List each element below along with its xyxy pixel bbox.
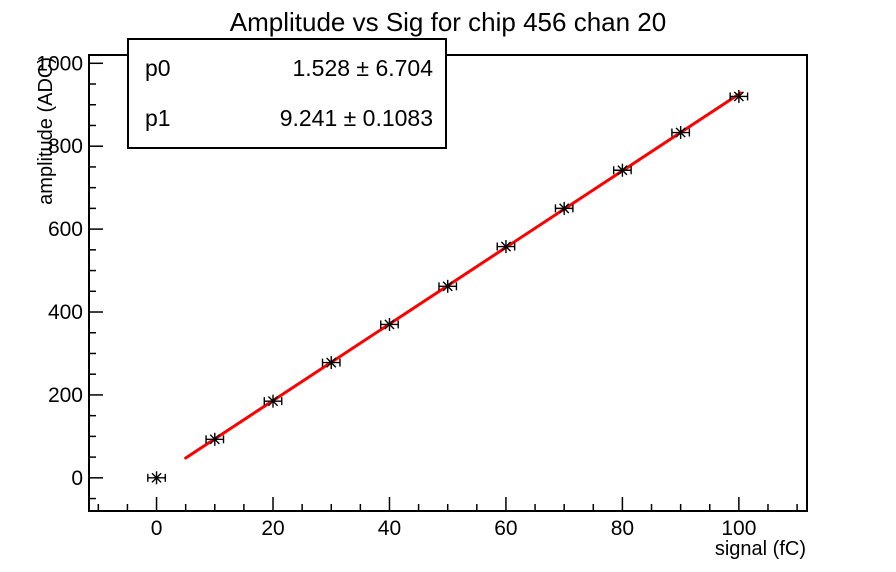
marker-spoke — [559, 203, 570, 214]
marker-spoke — [733, 91, 744, 102]
marker-spoke — [442, 281, 453, 292]
fit-param-p0-value: 1.528 ± 6.704 — [292, 55, 433, 82]
marker-spoke — [500, 241, 512, 252]
data-point-marker — [729, 89, 749, 103]
data-point-marker — [321, 356, 341, 370]
y-tick-label: 600 — [48, 218, 83, 241]
stats-row-p1: p1 9.241 ± 0.1083 — [145, 105, 433, 132]
y-tick-label: 800 — [48, 135, 83, 158]
fit-param-p0-name: p0 — [145, 55, 171, 82]
fit-line — [184, 91, 743, 460]
marker-spoke — [617, 165, 628, 176]
x-tick-label: 100 — [721, 517, 756, 540]
y-tick-label: 0 — [71, 467, 83, 490]
data-point-marker — [147, 471, 166, 485]
stats-row-p0: p0 1.528 ± 6.704 — [145, 55, 433, 82]
x-tick-label: 20 — [261, 517, 284, 540]
data-point-marker — [496, 240, 516, 254]
data-point-marker — [438, 279, 458, 293]
y-axis-title: amplitude (ADC) — [35, 57, 57, 205]
x-tick-label: 80 — [611, 517, 634, 540]
data-point-marker — [554, 201, 574, 215]
data-point-marker — [205, 432, 225, 446]
x-tick-label: 40 — [378, 517, 401, 540]
marker-spoke — [209, 434, 220, 445]
fit-param-p1-value: 9.241 ± 0.1083 — [279, 104, 433, 131]
x-tick-label: 0 — [151, 517, 163, 540]
y-tick-label: 200 — [48, 384, 83, 407]
marker-spoke — [326, 357, 337, 368]
marker-spoke — [675, 127, 686, 138]
data-point-marker — [612, 163, 632, 177]
chart-title: Amplitude vs Sig for chip 456 chan 20 — [229, 7, 667, 37]
y-tick-label: 400 — [48, 301, 83, 324]
fit-param-p1-name: p1 — [145, 104, 171, 131]
x-axis-title: signal (fC) — [715, 538, 806, 560]
data-point-marker — [380, 317, 399, 331]
marker-spoke — [267, 396, 279, 407]
marker-spoke — [151, 472, 162, 483]
x-tick-label: 60 — [494, 517, 517, 540]
fit-stats-box: p0 1.528 ± 6.704 p1 9.241 ± 0.1083 — [127, 38, 447, 149]
data-point-marker — [671, 126, 691, 140]
marker-spoke — [384, 319, 395, 330]
y-tick-label: 1000 — [36, 52, 83, 75]
data-point-marker — [263, 394, 283, 408]
